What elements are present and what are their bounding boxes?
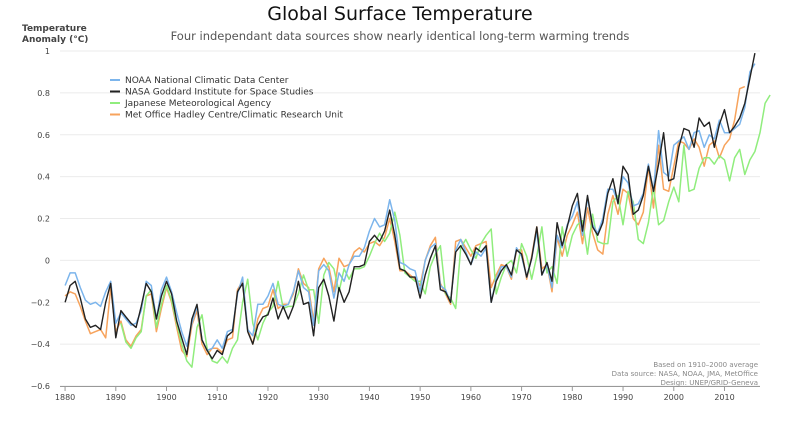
y-tick-label: −0.6 [31, 382, 50, 391]
credit-source: Data source: NASA, NOAA, JMA, MetOffice [611, 370, 758, 378]
credit-baseline: Based on 1910–2000 average [653, 361, 758, 369]
legend-item-label[interactable]: Met Office Hadley Centre/Climatic Resear… [125, 111, 344, 121]
legend-item-label[interactable]: Japanese Meteorological Agency [124, 99, 272, 109]
x-tick-label: 1880 [55, 393, 75, 402]
axes: 1 0.8 0.6 0.4 0.2 0 −0.2 −0.4 −0.6 1880 1890 1900 19… [31, 47, 760, 402]
legend-item-label[interactable]: NOAA National Climatic Data Center [125, 76, 289, 86]
legend[interactable]: NOAA National Climatic Data Center NASA G… [110, 76, 344, 121]
data-source-credits: Based on 1910–2000 average Data source: … [612, 361, 758, 388]
series-line-met-office-hadley-centre-climatic-research-unit[interactable] [64, 85, 746, 358]
x-tick-label: 1950 [410, 393, 430, 402]
y-tick-label: 0.8 [37, 89, 50, 98]
legend-item-label[interactable]: NASA Goddard Institute for Space Studies [125, 88, 314, 98]
chart-title: Global Surface Temperature [267, 3, 533, 25]
x-tick-label: 2000 [664, 393, 684, 402]
series-line-nasa-goddard-institute-for-space-studies[interactable] [64, 52, 756, 360]
series-line-japanese-meteorological-agency[interactable] [120, 94, 771, 368]
x-tick-label: 1980 [562, 393, 582, 402]
credit-design: Design: UNEP/GRID-Geneva [660, 379, 758, 387]
y-tick-label: 0.6 [37, 131, 50, 140]
y-tick-label: −0.2 [31, 298, 50, 307]
x-tick-label: 1990 [613, 393, 633, 402]
series-lines [64, 52, 771, 368]
x-tick-label: 1910 [207, 393, 227, 402]
x-tick-label: 1920 [258, 393, 278, 402]
x-tick-label: 1890 [106, 393, 126, 402]
chart-subtitle: Four independant data sources show nearl… [170, 29, 630, 43]
y-tick-label: −0.4 [31, 340, 50, 349]
x-tick-label: 1900 [156, 393, 176, 402]
y-tick-label: 0.2 [37, 215, 50, 224]
x-tick-label: 1970 [511, 393, 531, 402]
x-tick-label: 1960 [461, 393, 481, 402]
y-tick-label: 0.4 [37, 173, 50, 182]
x-tick-label: 2010 [714, 393, 734, 402]
y-tick-label: 0 [45, 256, 50, 265]
x-tick-label: 1940 [359, 393, 379, 402]
y-tick-label: 1 [45, 47, 50, 56]
y-axis-title: Temperature Anomaly (°C) [22, 24, 88, 46]
y-axis-title-line2: Anomaly (°C) [22, 35, 89, 45]
x-tick-label: 1930 [309, 393, 329, 402]
y-axis-title-line1: Temperature [22, 24, 87, 34]
series-line-noaa-national-climatic-data-center[interactable] [64, 63, 756, 352]
